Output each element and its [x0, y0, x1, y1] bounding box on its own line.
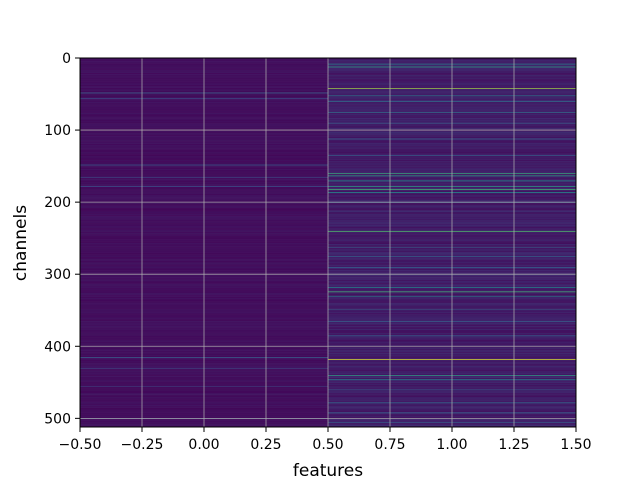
y-axis-ticks: 0 100 200 300 400 500 [44, 51, 80, 427]
x-tick-label: −0.50 [59, 437, 102, 453]
y-tick-label: 500 [44, 411, 71, 427]
x-tick-label: −0.25 [121, 437, 164, 453]
x-tick-label: 0.00 [188, 437, 219, 453]
x-tick-label: 1.50 [560, 437, 591, 453]
x-axis-ticks: −0.50 −0.25 0.00 0.25 0.50 0.75 1.00 1.25 1.50 [59, 427, 592, 453]
x-tick-label: 0.25 [250, 437, 281, 453]
x-tick-label: 1.25 [498, 437, 529, 453]
y-tick-label: 100 [44, 123, 71, 139]
x-tick-label: 1.00 [436, 437, 467, 453]
y-tick-label: 200 [44, 195, 71, 211]
x-axis-title: features [293, 461, 363, 480]
y-tick-label: 400 [44, 339, 71, 355]
y-axis-title: channels [11, 205, 31, 281]
y-tick-label: 0 [62, 51, 71, 67]
y-tick-label: 300 [44, 267, 71, 283]
x-tick-label: 0.50 [312, 437, 343, 453]
x-tick-label: 0.75 [374, 437, 405, 453]
plot-area [79, 57, 577, 428]
